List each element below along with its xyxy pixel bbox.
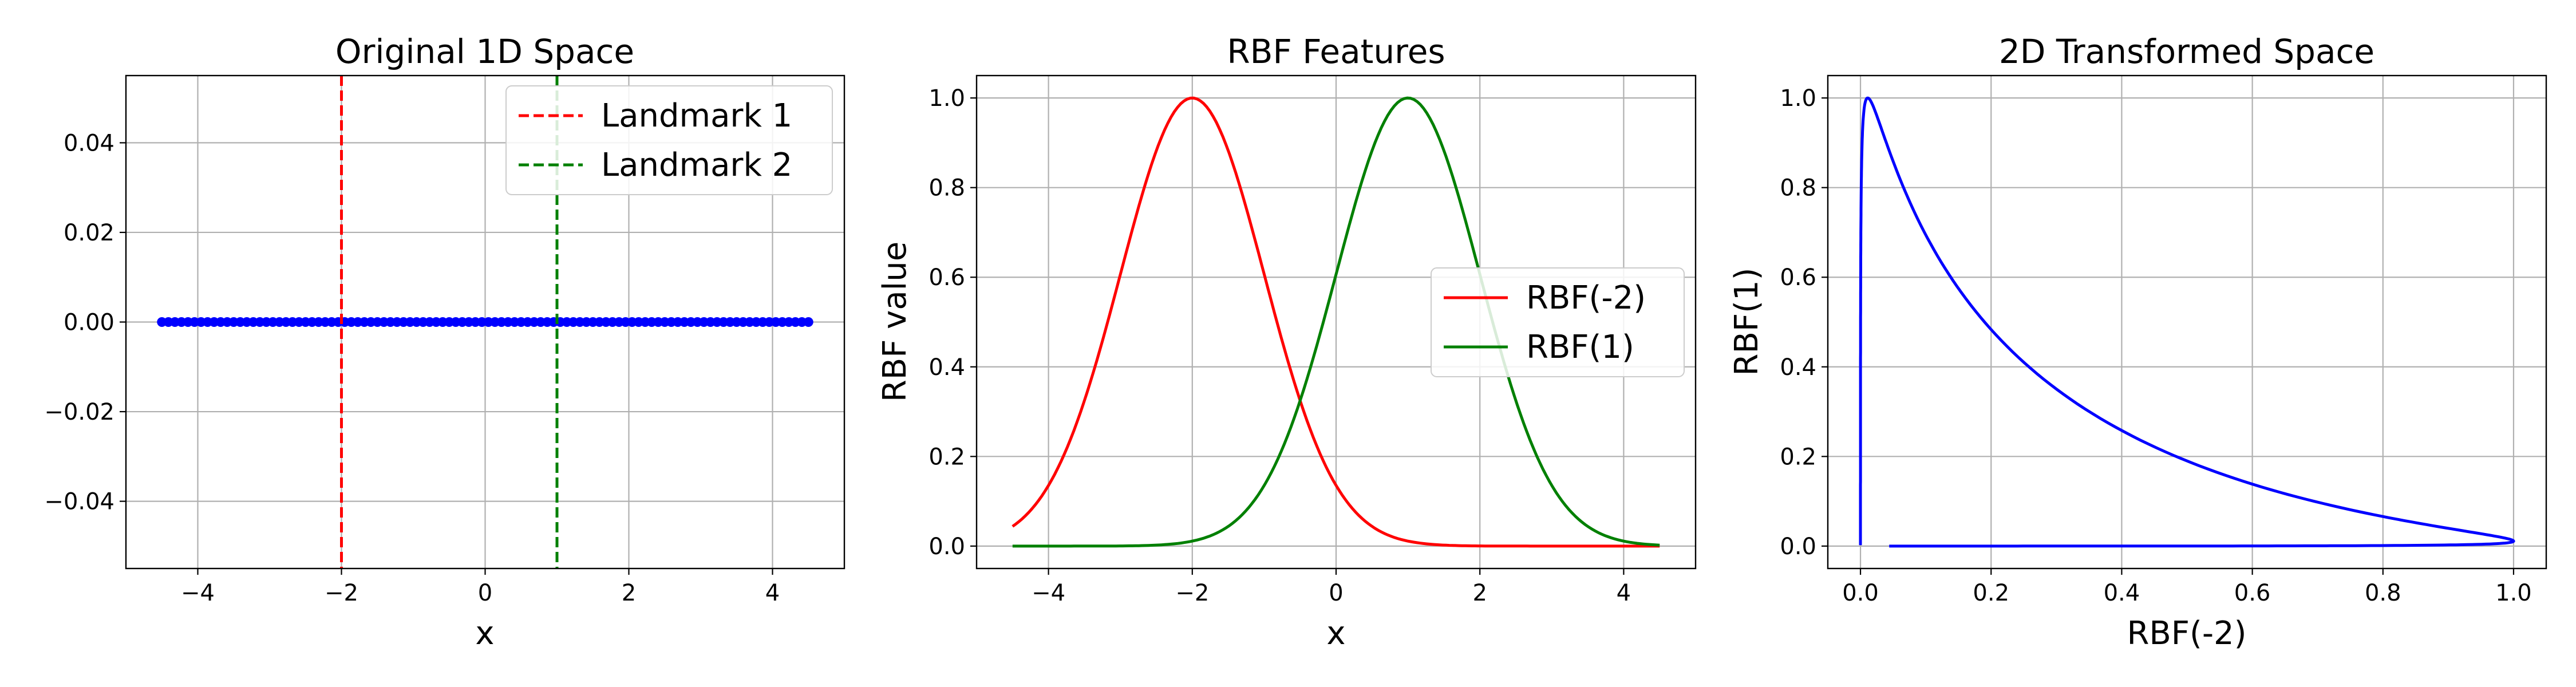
legend-label: Landmark 2 (601, 147, 792, 184)
y-tick-label: 0.00 (64, 310, 114, 336)
x-axis-label: x (1326, 615, 1345, 652)
axes-border (975, 74, 1697, 570)
data-points (157, 317, 813, 327)
y-tick-label: 0.0 (929, 534, 965, 560)
panel-title: RBF Features (1227, 32, 1445, 71)
panel-original-1d-space: Original 1D Space x −4 −2 0 2 4 −0.04 −0.02 0.0… (44, 32, 846, 652)
panel-rbf-features: RBF Features x RBF value −4 −2 0 2 4 0.0 0.2 0.… (876, 32, 1697, 652)
y-tick-label: 0.2 (1780, 444, 1816, 470)
y-tick-label: 0.6 (929, 264, 965, 291)
y-tick-label: 0.4 (929, 354, 965, 381)
x-tick-label: 4 (1617, 580, 1631, 606)
x-tick-label: 0.0 (1842, 580, 1879, 606)
y-tick-label: 1.0 (929, 85, 965, 112)
x-tick-label: 0.4 (2104, 580, 2140, 606)
x-tick-label: 0.6 (2234, 580, 2271, 606)
x-tick-label: 0 (1329, 580, 1343, 606)
legend: RBF(-2) RBF(1) (1431, 267, 1685, 377)
x-tick-label: 1.0 (2495, 580, 2532, 606)
y-tick-label: 0.8 (1780, 175, 1816, 202)
y-axis-label: RBF value (876, 242, 914, 402)
x-axis-label: x (475, 615, 494, 652)
transformed-curve (1859, 96, 2515, 548)
panel-2d-transformed-space: 2D Transformed Space RBF(-2) RBF(1) 0.0 0… (1728, 32, 2547, 652)
y-tick-label: −0.02 (44, 399, 114, 425)
y-tick-label: 0.0 (1780, 534, 1816, 560)
legend-box (505, 85, 833, 195)
x-tick-label: 0.2 (1973, 580, 2009, 606)
legend-label: RBF(-2) (1526, 279, 1646, 317)
series-line (1012, 96, 1660, 548)
y-axis-label: RBF(1) (1728, 268, 1765, 376)
y-tick-label: 0.6 (1780, 264, 1816, 291)
x-tick-label: −4 (181, 580, 215, 606)
panel-title: Original 1D Space (335, 32, 634, 71)
axes-border (125, 74, 846, 570)
y-tick-label: 0.04 (64, 130, 114, 156)
y-tick-label: 0.02 (64, 220, 114, 246)
x-tick-label: 0 (478, 580, 492, 606)
panel-title: 2D Transformed Space (1999, 32, 2374, 71)
x-tick-label: −2 (325, 580, 358, 606)
y-tick-label: 1.0 (1780, 85, 1816, 112)
legend-label: Landmark 1 (601, 97, 792, 135)
series-lines (1012, 96, 1660, 548)
series-lines (1859, 96, 2515, 548)
y-tick-label: −0.04 (44, 489, 114, 515)
axes-border (1827, 74, 2547, 570)
y-tick-label: 0.8 (929, 175, 965, 202)
x-tick-label: 0.8 (2365, 580, 2401, 606)
legend-box (1431, 267, 1685, 377)
x-tick-label: 2 (1472, 580, 1487, 606)
legend-label: RBF(1) (1526, 329, 1634, 366)
legend: Landmark 1 Landmark 2 (505, 85, 833, 195)
y-tick-label: 0.2 (929, 444, 965, 470)
data-point (803, 317, 813, 327)
x-tick-label: 4 (765, 580, 780, 606)
x-tick-label: −2 (1175, 580, 1209, 606)
x-axis-label: RBF(-2) (2127, 615, 2246, 652)
x-tick-label: 2 (622, 580, 636, 606)
x-tick-label: −4 (1032, 580, 1065, 606)
series-line (1012, 96, 1660, 548)
y-tick-label: 0.4 (1780, 354, 1816, 381)
